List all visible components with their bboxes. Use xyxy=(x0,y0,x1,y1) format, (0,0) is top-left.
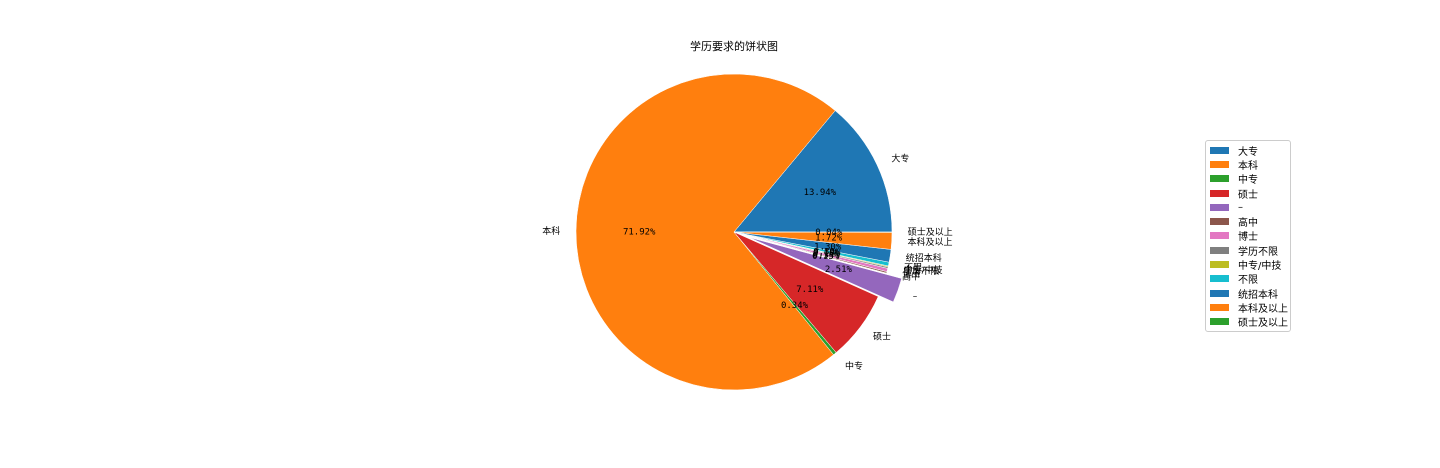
slice-label-9: 不限 xyxy=(904,262,922,273)
legend-item: 学历不限 xyxy=(1206,243,1290,258)
legend-label: 不限 xyxy=(1238,275,1258,287)
slice-percent-1: 71.92% xyxy=(623,227,656,237)
legend-item: 不限 xyxy=(1206,272,1290,286)
legend-item: 中专/中技 xyxy=(1206,257,1290,273)
legend-swatch xyxy=(1210,189,1229,197)
legend-item: 博士 xyxy=(1206,229,1290,243)
slice-percent-0: 13.94% xyxy=(804,188,837,198)
legend-label: 本科及以上 xyxy=(1238,303,1288,315)
pie-slice-0 xyxy=(733,110,893,233)
slice-percent-5: 0.15% xyxy=(812,252,840,262)
legend-swatch xyxy=(1210,160,1229,168)
chart-legend: 大专本科中专硕士 – 高中博士学历不限中专/中技不限统招本科本科及以上硕士及以上 xyxy=(1205,140,1291,332)
legend-label: 硕士及以上 xyxy=(1238,318,1288,330)
slice-label-0: 大专 xyxy=(891,152,909,164)
slice-label-6: 博士 xyxy=(903,268,921,280)
slice-percent-2: 0.34% xyxy=(781,301,809,311)
legend-swatch xyxy=(1210,146,1229,154)
legend-swatch xyxy=(1210,303,1229,311)
legend-item: 统招本科 xyxy=(1206,286,1290,301)
legend-label: 博士 xyxy=(1238,232,1258,244)
legend-item: 本科 xyxy=(1206,157,1290,172)
legend-item: 硕士及以上 xyxy=(1206,315,1290,329)
slice-percent-6: 0.34% xyxy=(812,251,840,261)
legend-swatch xyxy=(1210,203,1229,211)
slice-label-7: 学历不限 xyxy=(903,265,939,277)
legend-swatch xyxy=(1210,261,1229,269)
pie-slice-3 xyxy=(733,231,879,353)
pie-slice-1 xyxy=(575,73,836,391)
slice-percent-12: 0.04% xyxy=(815,228,843,238)
slice-percent-11: 1.72% xyxy=(815,233,843,243)
slice-percent-9: 0.39% xyxy=(813,247,841,257)
slice-label-3: 硕士 xyxy=(873,330,891,342)
legend-swatch xyxy=(1210,318,1229,326)
slice-label-1: 本科 xyxy=(542,225,560,237)
legend-item: 硕士 xyxy=(1206,186,1290,201)
legend-swatch xyxy=(1210,218,1229,226)
pie-percent-labels: 13.94%71.92%0.34%7.11%2.51%0.15%0.34%0.1… xyxy=(623,188,853,311)
legend-swatch xyxy=(1210,246,1229,254)
slice-percent-7: 0.15% xyxy=(813,249,841,259)
legend-label: 本科 xyxy=(1238,160,1258,172)
slice-percent-8: 0.10% xyxy=(813,249,841,259)
legend-swatch xyxy=(1210,289,1229,297)
legend-swatch xyxy=(1210,175,1229,183)
legend-label: 统招本科 xyxy=(1238,289,1278,301)
slice-label-8: 中专/中技 xyxy=(904,264,943,276)
legend-swatch xyxy=(1210,275,1229,283)
pie-slice-4 xyxy=(748,237,902,303)
legend-label: 中专 xyxy=(1238,175,1258,187)
slice-percent-10: 1.30% xyxy=(814,242,842,252)
slice-label-11: 本科及以上 xyxy=(908,236,953,248)
slice-label-12: 硕士及以上 xyxy=(908,226,953,238)
chart-title: 学历要求的饼状图 xyxy=(690,39,778,53)
slice-label-5: 高中 xyxy=(902,270,920,282)
slice-percent-3: 7.11% xyxy=(796,285,824,295)
slice-label-10: 统招本科 xyxy=(906,252,942,264)
legend-label: 硕士 xyxy=(1238,189,1258,201)
legend-item: 中专 xyxy=(1206,172,1290,186)
legend-label: 学历不限 xyxy=(1238,246,1278,258)
slice-label-2: 中专 xyxy=(845,360,863,372)
legend-item: 大专 xyxy=(1206,143,1290,158)
legend-swatch xyxy=(1210,232,1229,240)
slice-percent-4: 2.51% xyxy=(825,265,853,275)
pie-slices xyxy=(575,73,902,391)
legend-item: 高中 xyxy=(1206,214,1290,230)
legend-item: – xyxy=(1206,200,1290,214)
slice-label-4: – xyxy=(913,292,918,302)
legend-label: 大专 xyxy=(1238,146,1258,158)
legend-label: 中专/中技 xyxy=(1238,261,1282,273)
legend-label: 高中 xyxy=(1238,218,1258,230)
legend-item: 本科及以上 xyxy=(1206,300,1290,315)
legend-label: – xyxy=(1238,201,1243,213)
